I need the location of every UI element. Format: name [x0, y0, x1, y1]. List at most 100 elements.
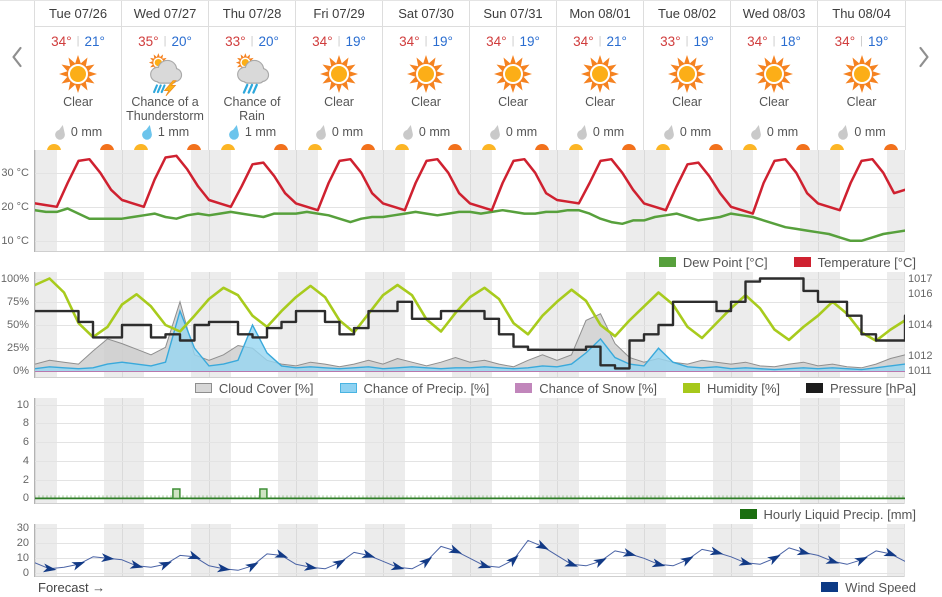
y-tick-label: 4	[22, 454, 29, 467]
day-column[interactable]: Thu 08/04 34° | 19° Clear 0 mm	[818, 1, 906, 151]
weather-icon-wrap	[296, 52, 382, 97]
daily-precip: 0 mm	[296, 124, 382, 140]
sunset-icon	[622, 144, 637, 151]
gridline	[35, 325, 905, 326]
day-column[interactable]: Tue 08/02 33° | 19° Clear 0 mm	[644, 1, 732, 151]
day-column[interactable]: Sat 07/30 34° | 19° Clear 0 mm	[383, 1, 471, 151]
legend-swatch	[793, 257, 811, 267]
wind-barb-icon	[361, 549, 376, 558]
series-line	[35, 277, 905, 370]
next-days-button[interactable]	[906, 1, 942, 150]
sunrise-icon	[394, 144, 409, 151]
sunrise-icon	[655, 144, 670, 151]
day-column[interactable]: Thu 07/28 33° | 20° Chance of Rain 1 mm	[209, 1, 297, 151]
condition-label: Clear	[759, 95, 789, 110]
wind-barb-icon	[187, 550, 202, 560]
y-axis-right	[905, 398, 942, 504]
plot-wind-speed	[35, 524, 905, 577]
sunset-icon	[274, 144, 289, 151]
day-column[interactable]: Sun 07/31 34° | 19° Clear 0 mm	[470, 1, 558, 151]
low-temp: 21°	[606, 33, 627, 49]
low-temp: 19°	[345, 33, 366, 49]
day-date-label: Wed 07/27	[122, 1, 209, 27]
gridline	[35, 240, 905, 242]
chevron-right-icon[interactable]	[917, 45, 931, 69]
chart-canvas-wind-speed	[35, 539, 905, 573]
sunrise-icon	[830, 144, 845, 151]
legend-item: Chance of Precip. [%]	[339, 381, 489, 396]
precip-bar	[259, 488, 268, 500]
weather-icon-wrap	[209, 52, 295, 97]
y-tick-label: 8	[22, 417, 29, 430]
low-temp: 20°	[171, 33, 192, 49]
day-temps: 34° | 19°	[818, 27, 905, 52]
high-temp: 34°	[834, 33, 856, 49]
day-column[interactable]: Fri 07/29 34° | 19° Clear 0 mm	[296, 1, 384, 151]
wind-barb-icon	[129, 560, 144, 569]
sunrise-icon	[481, 144, 496, 151]
gridline	[35, 460, 905, 462]
day-date-label: Wed 08/03	[731, 1, 818, 27]
daily-precip-amount: 0 mm	[679, 125, 712, 140]
day-date-label: Thu 07/28	[209, 1, 296, 27]
daily-precip: 0 mm	[557, 124, 643, 140]
gridline	[35, 423, 905, 425]
wind-barb-icon	[825, 555, 840, 564]
wind-barb-icon	[622, 548, 637, 557]
daily-precip: 0 mm	[644, 124, 730, 140]
condition-label: Clear	[672, 95, 702, 110]
day-temps: 34° | 19°	[296, 27, 382, 52]
day-column[interactable]: Wed 07/27 35° | 20° Chance of a Thunderstor…	[122, 1, 210, 151]
y-tick-label: 100%	[0, 272, 29, 285]
legend-item: Wind Speed	[821, 580, 916, 595]
daily-precip: 1 mm	[122, 124, 208, 140]
daily-precip-amount: 0 mm	[418, 125, 451, 140]
gridline	[35, 278, 905, 280]
day-temps: 34° | 18°	[731, 27, 817, 52]
sun-times-row	[557, 140, 643, 151]
low-temp: 19°	[519, 33, 540, 49]
legend-temperature-dew-point: Dew Point [°C] Temperature [°C]	[0, 252, 942, 272]
daily-precip: 0 mm	[818, 124, 905, 140]
weather-icon-wrap	[818, 52, 905, 97]
y-axis-left: 30 20 10 0	[0, 522, 35, 579]
wind-barb-icon	[593, 558, 607, 568]
temp-separator: |	[163, 35, 167, 48]
wind-barb-icon	[738, 557, 753, 566]
day-column[interactable]: Wed 08/03 34° | 18° Clear 0 mm	[731, 1, 819, 151]
day-column[interactable]: Mon 08/01 34° | 21° Clear 0 mm	[557, 1, 645, 151]
day-temps: 33° | 20°	[209, 27, 295, 52]
legend-wind-speed: Forecast → Wind Speed	[0, 577, 942, 597]
day-column[interactable]: Tue 07/26 34° | 21° Clear 0 mm	[35, 1, 123, 151]
wind-barb-icon	[303, 562, 318, 571]
temp-separator: |	[424, 35, 428, 48]
chevron-left-icon[interactable]	[10, 45, 24, 69]
clear-sun-icon	[842, 55, 881, 94]
legend-label: Temperature [°C]	[817, 254, 916, 270]
legend-swatch	[515, 383, 533, 393]
condition-label: Chance of a Thunderstorm	[126, 95, 204, 123]
sun-times-row	[383, 140, 469, 151]
legend-item: Temperature [°C]	[793, 254, 916, 270]
low-temp: 18°	[780, 33, 801, 49]
precip-droplet-icon	[142, 124, 152, 140]
day-date-label: Sat 07/30	[383, 1, 470, 27]
weather-icon-wrap	[470, 52, 556, 97]
y-tick-label: 6	[22, 436, 29, 449]
prev-days-button[interactable]	[0, 1, 34, 150]
wind-barb-icon	[854, 556, 868, 567]
day-date-label: Tue 08/02	[644, 1, 731, 27]
daily-forecast-strip: Tue 07/26 34° | 21° Clear 0 mm Wed 07/27 35° |…	[0, 0, 942, 151]
precip-droplet-icon	[490, 124, 500, 140]
sunset-icon	[535, 144, 550, 151]
y-tick-label-right: 1016	[908, 288, 933, 300]
legend-label: Wind Speed	[845, 579, 916, 595]
y-axis-right	[905, 524, 942, 577]
high-temp: 34°	[747, 33, 768, 49]
y-tick-label-right: 1011	[908, 365, 932, 378]
legend-swatch	[194, 383, 212, 393]
sun-times-row	[209, 140, 295, 151]
sun-times-row	[35, 140, 121, 151]
precip-droplet-icon	[577, 124, 587, 140]
